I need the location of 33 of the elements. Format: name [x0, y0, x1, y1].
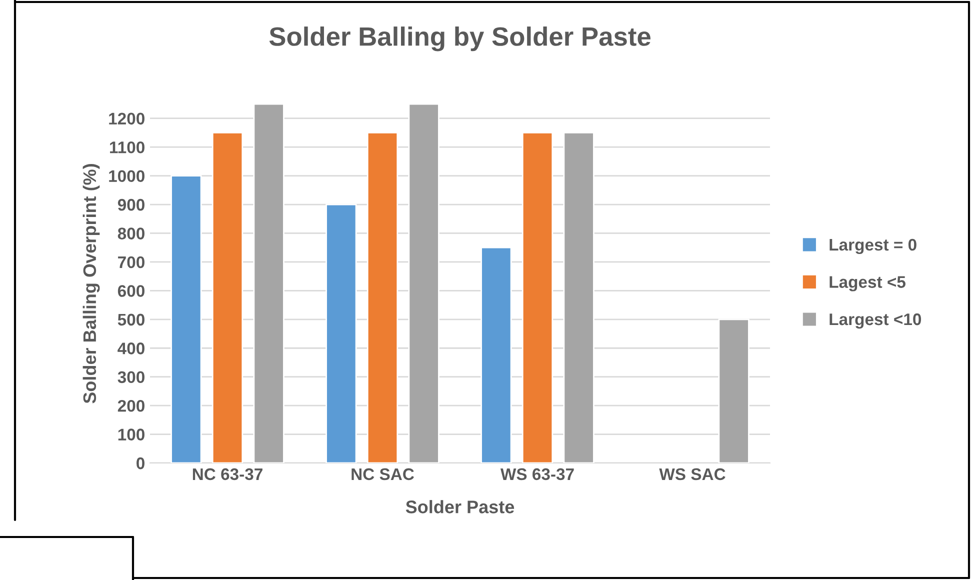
y-tick-label: 400: [118, 342, 144, 354]
y-tick-label: 700: [118, 256, 144, 268]
bar: [366, 132, 398, 463]
bar: [522, 132, 554, 463]
x-tick-label: WS SAC: [659, 468, 726, 480]
x-tick-label: NC SAC: [352, 468, 414, 480]
bar: [480, 246, 512, 463]
x-tick-label: WS 63-37: [500, 468, 574, 480]
y-tick-label: 900: [118, 198, 144, 211]
legend-label: Largest <10: [830, 313, 922, 329]
y-tick-label: 1000: [109, 170, 144, 182]
y-tick-label: 800: [118, 228, 144, 240]
y-tick-label: 500: [118, 314, 144, 326]
bar: [212, 132, 244, 463]
bar: [718, 318, 750, 463]
x-axis-title: Solder Paste: [406, 500, 514, 514]
y-tick-label: 200: [118, 400, 144, 412]
bar: [170, 175, 202, 463]
legend-label: Largest = 0: [830, 238, 916, 254]
y-tick-label: 1200: [109, 112, 144, 125]
y-tick-label: 300: [118, 371, 144, 384]
x-tick-label: NC 63-37: [192, 468, 262, 480]
legend-label: Lagest <5: [830, 276, 906, 292]
y-axis-title: Solder Balling Overprint (%): [82, 164, 100, 404]
bar: [408, 104, 440, 463]
bar: [563, 132, 594, 463]
y-tick-label: 1100: [110, 141, 144, 154]
bar: [326, 204, 357, 463]
chart-title: Solder Balling by Solder Paste: [269, 26, 650, 52]
y-tick-label: 600: [118, 285, 144, 297]
y-tick-label: 0: [136, 457, 144, 470]
y-tick-label: 100: [118, 428, 144, 440]
bar: [253, 104, 284, 463]
